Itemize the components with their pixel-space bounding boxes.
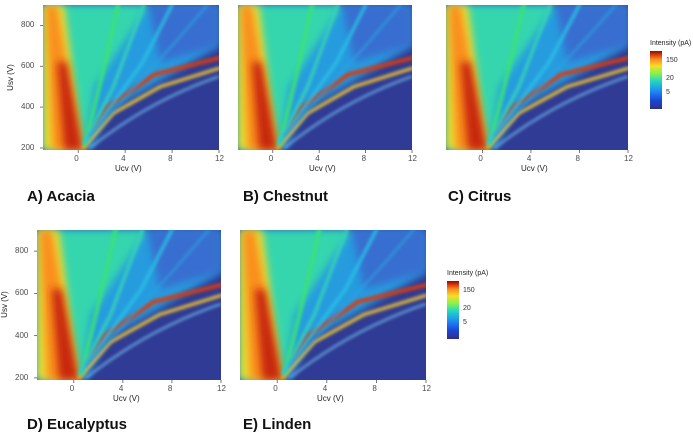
x-axis-title: Ucv (V) bbox=[113, 394, 140, 403]
heatmap-branch-2 bbox=[280, 293, 426, 380]
x-tick-label: 8 bbox=[361, 154, 367, 163]
x-tick-label: 4 bbox=[526, 154, 532, 163]
heatmap-branch-3 bbox=[83, 5, 121, 146]
legend-label: 5 bbox=[463, 319, 467, 326]
legend-colorbar bbox=[447, 281, 459, 339]
heatmap-branch-3 bbox=[277, 5, 315, 146]
x-tick-label: 8 bbox=[575, 154, 580, 163]
x-tick-label: 0 bbox=[69, 384, 75, 393]
y-tick-label: 600 bbox=[15, 288, 29, 298]
heatmap-plot bbox=[446, 5, 629, 153]
panel-caption: A) Acacia bbox=[27, 188, 95, 205]
panel-caption: C) Citrus bbox=[448, 188, 512, 205]
y-tick-label: 600 bbox=[21, 61, 35, 71]
x-tick-label: 0 bbox=[273, 384, 278, 393]
heatmap-branch-6 bbox=[288, 230, 415, 367]
heatmap-branch-lower bbox=[85, 302, 221, 379]
y-tick-label: 400 bbox=[21, 102, 35, 112]
heatmap-branch-3 bbox=[487, 5, 526, 146]
panel-caption: B) Chestnut bbox=[243, 188, 328, 205]
heatmap-branch-4 bbox=[78, 230, 144, 376]
x-tick-label: 12 bbox=[215, 154, 224, 163]
legend-label: 150 bbox=[666, 57, 678, 64]
heatmap-plot bbox=[238, 5, 413, 153]
x-tick-label: 8 bbox=[168, 154, 173, 163]
x-axis-title: Ucv (V) bbox=[309, 164, 336, 173]
heatmap-branch-4 bbox=[486, 5, 552, 146]
legend-label: 20 bbox=[463, 305, 471, 312]
heatmap-plot bbox=[240, 230, 427, 383]
heatmap-branch-5 bbox=[79, 230, 174, 374]
x-tick-label: 0 bbox=[268, 154, 274, 163]
heatmap-branch-2 bbox=[81, 66, 219, 150]
heatmap-branch-2 bbox=[275, 66, 412, 150]
heatmap-branch-5 bbox=[278, 5, 368, 144]
heatmap-region-red bbox=[251, 62, 278, 150]
legend-label: 5 bbox=[666, 89, 670, 96]
heatmap-region-red bbox=[57, 62, 83, 150]
x-tick-label: 12 bbox=[422, 384, 431, 393]
heatmap-branch-3 bbox=[79, 230, 118, 376]
x-axis-title: Ucv (V) bbox=[521, 164, 548, 173]
heatmap-branch-5 bbox=[283, 230, 378, 374]
x-tick-label: 4 bbox=[322, 384, 328, 393]
legend-title: Intensity (pA) bbox=[447, 270, 489, 277]
heatmap-branch-lower bbox=[283, 75, 412, 149]
y-tick-label: 400 bbox=[15, 330, 29, 340]
heatmap-region-red bbox=[254, 289, 283, 380]
heatmap-branch-5 bbox=[83, 5, 174, 144]
x-tick-label: 12 bbox=[624, 154, 633, 163]
x-tick-label: 4 bbox=[121, 154, 126, 163]
y-tick-label: 800 bbox=[15, 246, 29, 256]
heatmap-branch-6 bbox=[85, 230, 210, 367]
x-tick-label: 4 bbox=[315, 154, 320, 163]
heatmap-branch-2 bbox=[77, 293, 221, 380]
heatmap-plot bbox=[34, 230, 222, 383]
legend-label: 20 bbox=[666, 75, 674, 82]
y-tick-label: 200 bbox=[15, 372, 29, 382]
heatmap-branch-4 bbox=[277, 5, 340, 146]
panel-caption: D) Eucalyptus bbox=[27, 416, 128, 433]
heatmap-branch-lower bbox=[89, 75, 219, 149]
heatmap-branch-lower bbox=[493, 75, 628, 149]
y-tick-label: 200 bbox=[21, 142, 35, 152]
heatmap-branch-4 bbox=[281, 230, 349, 376]
heatmap-branch-3 bbox=[282, 230, 322, 376]
x-tick-label: 0 bbox=[74, 154, 79, 163]
heatmap-branch-6 bbox=[283, 5, 402, 137]
heatmap-branch-6 bbox=[493, 5, 617, 137]
x-tick-label: 0 bbox=[478, 154, 483, 163]
legend-title: Intensity (pA) bbox=[650, 40, 692, 47]
y-axis-title: Usv (V) bbox=[5, 63, 15, 91]
x-axis-title: Ucv (V) bbox=[317, 394, 344, 403]
heatmap-region-red bbox=[460, 62, 488, 150]
y-axis-title: Usv (V) bbox=[0, 291, 9, 318]
x-tick-label: 12 bbox=[408, 154, 417, 163]
panel-caption: E) Linden bbox=[243, 416, 312, 433]
y-tick-label: 800 bbox=[21, 20, 35, 30]
legend-label: 150 bbox=[463, 287, 475, 294]
x-tick-label: 12 bbox=[217, 384, 226, 393]
heatmap-branch-6 bbox=[88, 5, 209, 137]
heatmap-region-red bbox=[51, 289, 79, 380]
x-axis-title: Ucv (V) bbox=[115, 164, 142, 173]
heatmap-branch-4 bbox=[82, 5, 146, 146]
heatmap-plot bbox=[40, 5, 220, 153]
heatmap-branch-5 bbox=[488, 5, 581, 144]
x-tick-label: 8 bbox=[372, 384, 377, 393]
x-tick-label: 4 bbox=[118, 384, 124, 393]
legend-colorbar bbox=[650, 51, 662, 109]
heatmap-branch-lower bbox=[288, 302, 426, 379]
x-tick-label: 8 bbox=[167, 384, 173, 393]
heatmap-branch-2 bbox=[485, 66, 628, 150]
